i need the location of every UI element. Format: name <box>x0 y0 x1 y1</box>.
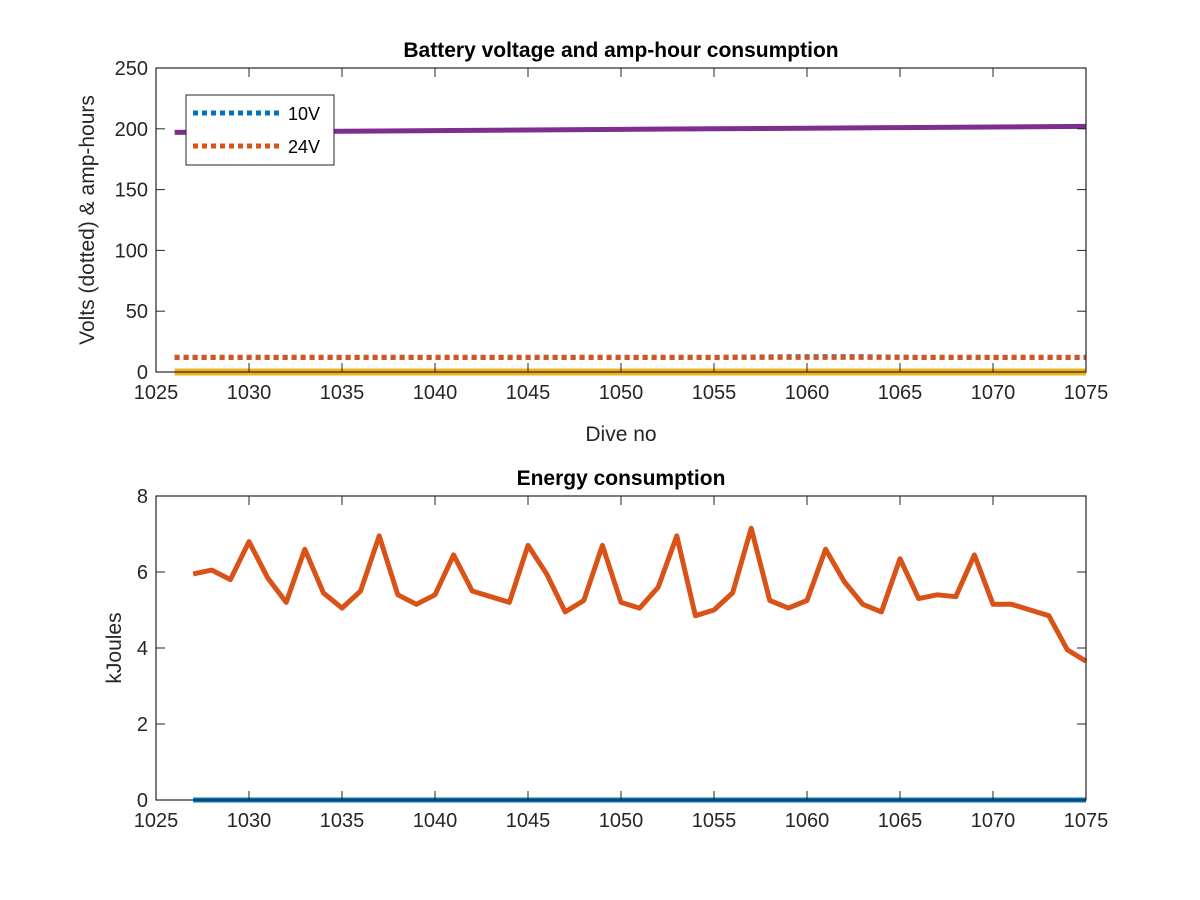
y-tick-label: 8 <box>137 486 148 508</box>
energy-chart: 1025 1030 1035 1040 1045 1050 1055 1060 1065 1070… <box>103 467 1108 832</box>
x-tick-label: 1040 <box>413 810 458 832</box>
y-tick-label: 50 <box>126 301 148 323</box>
x-tick-label: 1070 <box>971 382 1016 404</box>
tick-layer: 1025 1030 1035 1040 1045 1050 1055 1060 1065 1070… <box>134 486 1109 832</box>
y-tick-label: 6 <box>137 562 148 584</box>
legend: 10V 24V <box>185 94 335 166</box>
x-tick-label: 1075 <box>1064 810 1109 832</box>
chart-title: Energy consumption <box>517 467 726 490</box>
voltage-amphour-chart: 1025 1030 1035 1040 1045 1050 1055 1060 1065 1070… <box>76 39 1108 446</box>
x-tick-label: 1070 <box>971 810 1016 832</box>
x-tick-label: 1050 <box>599 810 644 832</box>
plot-area <box>156 496 1086 800</box>
y-tick-label: 150 <box>115 180 148 202</box>
x-tick-label: 1045 <box>506 382 551 404</box>
legend-label-24v: 24V <box>288 137 320 157</box>
x-tick-label: 1060 <box>785 382 830 404</box>
x-tick-label: 1025 <box>134 382 179 404</box>
y-axis-label: Volts (dotted) & amp-hours <box>76 95 99 345</box>
x-tick-label: 1045 <box>506 810 551 832</box>
y-tick-label: 200 <box>115 119 148 141</box>
x-tick-label: 1055 <box>692 382 737 404</box>
legend-label-10v: 10V <box>288 104 320 124</box>
y-tick-label: 250 <box>115 58 148 80</box>
x-tick-label: 1075 <box>1064 382 1109 404</box>
y-tick-label: 0 <box>137 362 148 384</box>
x-tick-label: 1065 <box>878 810 923 832</box>
y-tick-label: 0 <box>137 790 148 812</box>
x-tick-label: 1040 <box>413 382 458 404</box>
series-line-1 <box>192 525 1088 664</box>
x-tick-label: 1025 <box>134 810 179 832</box>
y-tick-label: 4 <box>137 638 148 660</box>
x-tick-label: 1030 <box>227 382 272 404</box>
legend-box <box>185 94 335 166</box>
x-tick-label: 1035 <box>320 382 365 404</box>
chart-title: Battery voltage and amp-hour consumption <box>403 39 838 62</box>
y-tick-label: 100 <box>115 240 148 262</box>
x-axis-label: Dive no <box>585 423 656 446</box>
y-axis-label: kJoules <box>103 612 126 683</box>
x-tick-label: 1050 <box>599 382 644 404</box>
x-tick-label: 1060 <box>785 810 830 832</box>
x-tick-label: 1035 <box>320 810 365 832</box>
y-tick-label: 2 <box>137 714 148 736</box>
x-tick-label: 1030 <box>227 810 272 832</box>
tick-layer: 1025 1030 1035 1040 1045 1050 1055 1060 1065 1070… <box>115 58 1109 404</box>
x-tick-label: 1055 <box>692 810 737 832</box>
x-tick-label: 1065 <box>878 382 923 404</box>
